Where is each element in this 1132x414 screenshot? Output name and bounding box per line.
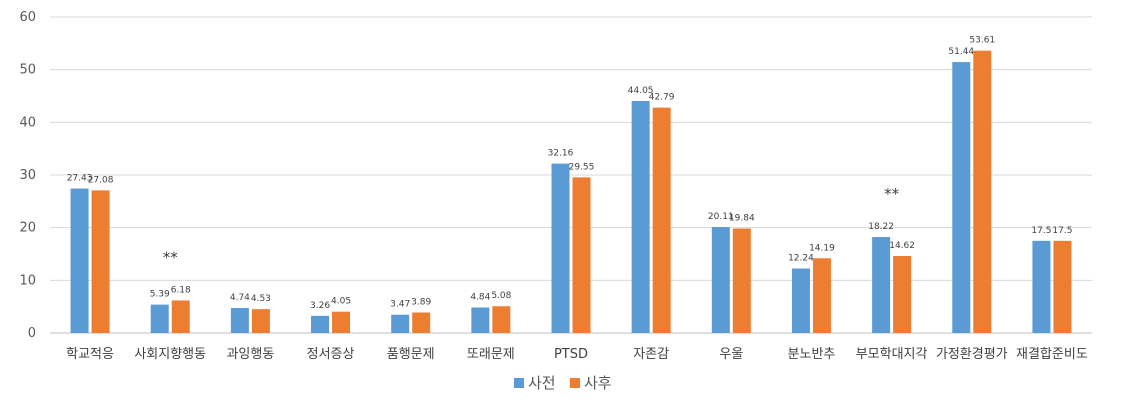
bar-post (893, 256, 912, 333)
bar-post (812, 258, 831, 333)
bar-pre (711, 227, 730, 333)
category-label: 학교적응 (66, 347, 114, 362)
bar-pre (70, 188, 89, 333)
bar-post (492, 306, 511, 333)
data-label: 42.79 (649, 93, 675, 103)
category-label: 우울 (719, 347, 743, 362)
category-label: 부모학대지각 (856, 347, 928, 362)
significance-marker: ** (884, 185, 900, 203)
category-label: 사회지향행동 (134, 346, 206, 362)
bar-pre (471, 307, 490, 333)
data-label: 12.24 (788, 254, 814, 264)
bar-post (332, 311, 351, 333)
data-label: 3.47 (390, 300, 410, 310)
bar-post (91, 190, 110, 333)
data-label: 5.08 (491, 291, 511, 301)
y-tick-label: 10 (19, 273, 36, 288)
category-label: 재결합준비도 (1016, 347, 1088, 362)
category-label: 품행문제 (387, 346, 435, 362)
legend-swatch (514, 378, 524, 388)
y-tick-label: 50 (19, 63, 36, 78)
y-tick-label: 60 (19, 10, 36, 25)
category-label: 자존감 (633, 347, 669, 362)
bar-pre (230, 308, 249, 333)
bar-post (1053, 240, 1072, 333)
data-label: 20.11 (708, 212, 734, 222)
bar-post (171, 300, 190, 333)
bar-pre (631, 101, 650, 334)
category-label: 과잉행동 (226, 346, 274, 362)
bar-pre (952, 62, 971, 333)
bar-post (652, 107, 671, 333)
legend-label: 사전 (528, 374, 556, 392)
bar-pre (1032, 240, 1051, 333)
bar-pre (872, 237, 891, 333)
bar-pre (150, 304, 169, 333)
data-label: 6.18 (171, 285, 191, 295)
bar-pre (791, 268, 810, 333)
bar-post (572, 177, 591, 333)
data-label: 4.84 (470, 293, 490, 303)
y-tick-label: 0 (28, 326, 36, 341)
data-label: 3.26 (310, 301, 330, 311)
legend-label: 사후 (584, 374, 612, 392)
data-label: 4.74 (230, 293, 250, 303)
data-label: 32.16 (548, 149, 574, 159)
bar-pre (311, 315, 330, 333)
data-label: 19.84 (729, 214, 755, 224)
category-label: PTSD (554, 347, 588, 362)
bar-pre (391, 314, 410, 333)
data-label: 3.89 (411, 298, 431, 308)
data-label: 14.19 (809, 243, 835, 253)
bar-post (251, 309, 270, 333)
category-label: 가정환경평가 (936, 347, 1008, 362)
category-label: 또래문제 (467, 347, 515, 362)
y-tick-label: 30 (19, 168, 36, 183)
y-tick-label: 40 (19, 115, 36, 130)
data-label: 14.62 (889, 241, 915, 251)
data-label: 4.05 (331, 297, 351, 307)
data-label: 51.44 (948, 47, 974, 57)
data-label: 27.43 (67, 174, 93, 184)
bar-post (732, 228, 751, 333)
data-label: 4.53 (251, 294, 271, 304)
data-label: 27.08 (88, 175, 114, 185)
bar-post (973, 50, 992, 334)
bar-pre (551, 163, 570, 333)
data-label: 5.39 (150, 290, 170, 300)
data-label: 29.55 (569, 162, 595, 172)
significance-marker: ** (163, 248, 179, 266)
bar-post (412, 312, 431, 333)
category-label: 분노반추 (788, 347, 836, 362)
data-label: 17.5 (1031, 226, 1051, 236)
data-label: 44.05 (628, 86, 654, 96)
category-label: 정서증상 (307, 347, 355, 362)
legend-swatch (570, 378, 580, 388)
data-label: 53.61 (969, 36, 995, 46)
data-label: 18.22 (868, 222, 894, 232)
y-tick-label: 20 (19, 221, 36, 236)
data-label: 17.5 (1052, 226, 1072, 236)
